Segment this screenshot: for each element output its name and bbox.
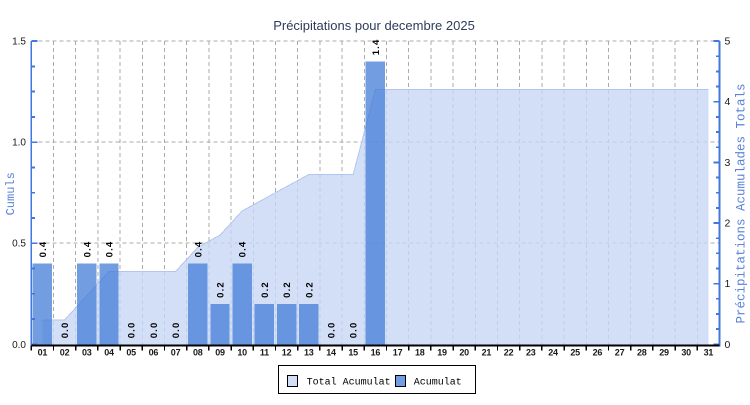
svg-text:26: 26 (593, 348, 603, 358)
svg-text:2: 2 (725, 218, 731, 230)
svg-text:02: 02 (60, 348, 70, 358)
svg-text:14: 14 (326, 348, 336, 358)
svg-text:08: 08 (193, 348, 203, 358)
svg-text:18: 18 (415, 348, 425, 358)
svg-text:20: 20 (459, 348, 469, 358)
svg-text:04: 04 (104, 348, 114, 358)
svg-text:21: 21 (482, 348, 492, 358)
svg-text:24: 24 (548, 348, 558, 358)
svg-text:0.0: 0.0 (127, 321, 138, 338)
svg-text:0.0: 0.0 (327, 321, 338, 338)
svg-text:1.0: 1.0 (12, 138, 26, 149)
svg-text:01: 01 (38, 348, 48, 358)
svg-text:0.0: 0.0 (60, 321, 71, 338)
svg-text:06: 06 (149, 348, 159, 358)
svg-text:1: 1 (725, 278, 731, 290)
svg-text:25: 25 (570, 348, 580, 358)
svg-text:07: 07 (171, 348, 181, 358)
svg-text:17: 17 (393, 348, 403, 358)
svg-text:0.5: 0.5 (12, 239, 26, 250)
svg-text:0.2: 0.2 (282, 281, 293, 298)
svg-text:0.0: 0.0 (171, 321, 182, 338)
svg-text:29: 29 (659, 348, 669, 358)
svg-text:1.5: 1.5 (12, 37, 26, 48)
svg-text:0.2: 0.2 (304, 281, 315, 298)
svg-text:0.0: 0.0 (349, 321, 360, 338)
svg-text:22: 22 (504, 348, 514, 358)
svg-text:30: 30 (681, 348, 691, 358)
svg-text:Cumuls: Cumuls (4, 172, 18, 215)
svg-text:Précipitations Acumulades Tota: Précipitations Acumulades Totals (735, 83, 749, 323)
svg-text:Acumulat: Acumulat (414, 376, 462, 388)
svg-text:31: 31 (704, 348, 714, 358)
svg-text:0.4: 0.4 (38, 241, 49, 258)
svg-text:0.4: 0.4 (238, 241, 249, 258)
svg-text:28: 28 (637, 348, 647, 358)
svg-text:4: 4 (725, 96, 731, 108)
svg-text:Total Acumulat: Total Acumulat (307, 376, 391, 388)
svg-text:05: 05 (126, 348, 136, 358)
svg-text:10: 10 (237, 348, 247, 358)
svg-text:0.2: 0.2 (260, 281, 271, 298)
svg-text:03: 03 (82, 348, 92, 358)
svg-text:23: 23 (526, 348, 536, 358)
svg-text:3: 3 (725, 157, 731, 169)
svg-text:15: 15 (348, 348, 358, 358)
svg-text:0.2: 0.2 (216, 281, 227, 298)
svg-text:19: 19 (437, 348, 447, 358)
svg-text:0.4: 0.4 (105, 241, 116, 258)
svg-text:13: 13 (304, 348, 314, 358)
svg-text:11: 11 (260, 348, 269, 358)
svg-text:1.4: 1.4 (371, 38, 382, 55)
svg-text:0: 0 (725, 339, 731, 351)
svg-text:16: 16 (371, 348, 381, 358)
svg-text:0.0: 0.0 (12, 340, 26, 351)
svg-text:0.4: 0.4 (82, 241, 93, 258)
svg-text:09: 09 (215, 348, 225, 358)
svg-text:12: 12 (282, 348, 292, 358)
svg-text:27: 27 (615, 348, 625, 358)
svg-text:Précipitations pour decembre 2: Précipitations pour decembre 2025 (273, 18, 475, 33)
svg-text:0.0: 0.0 (149, 321, 160, 338)
svg-text:5: 5 (725, 36, 731, 48)
svg-text:0.4: 0.4 (193, 241, 204, 258)
